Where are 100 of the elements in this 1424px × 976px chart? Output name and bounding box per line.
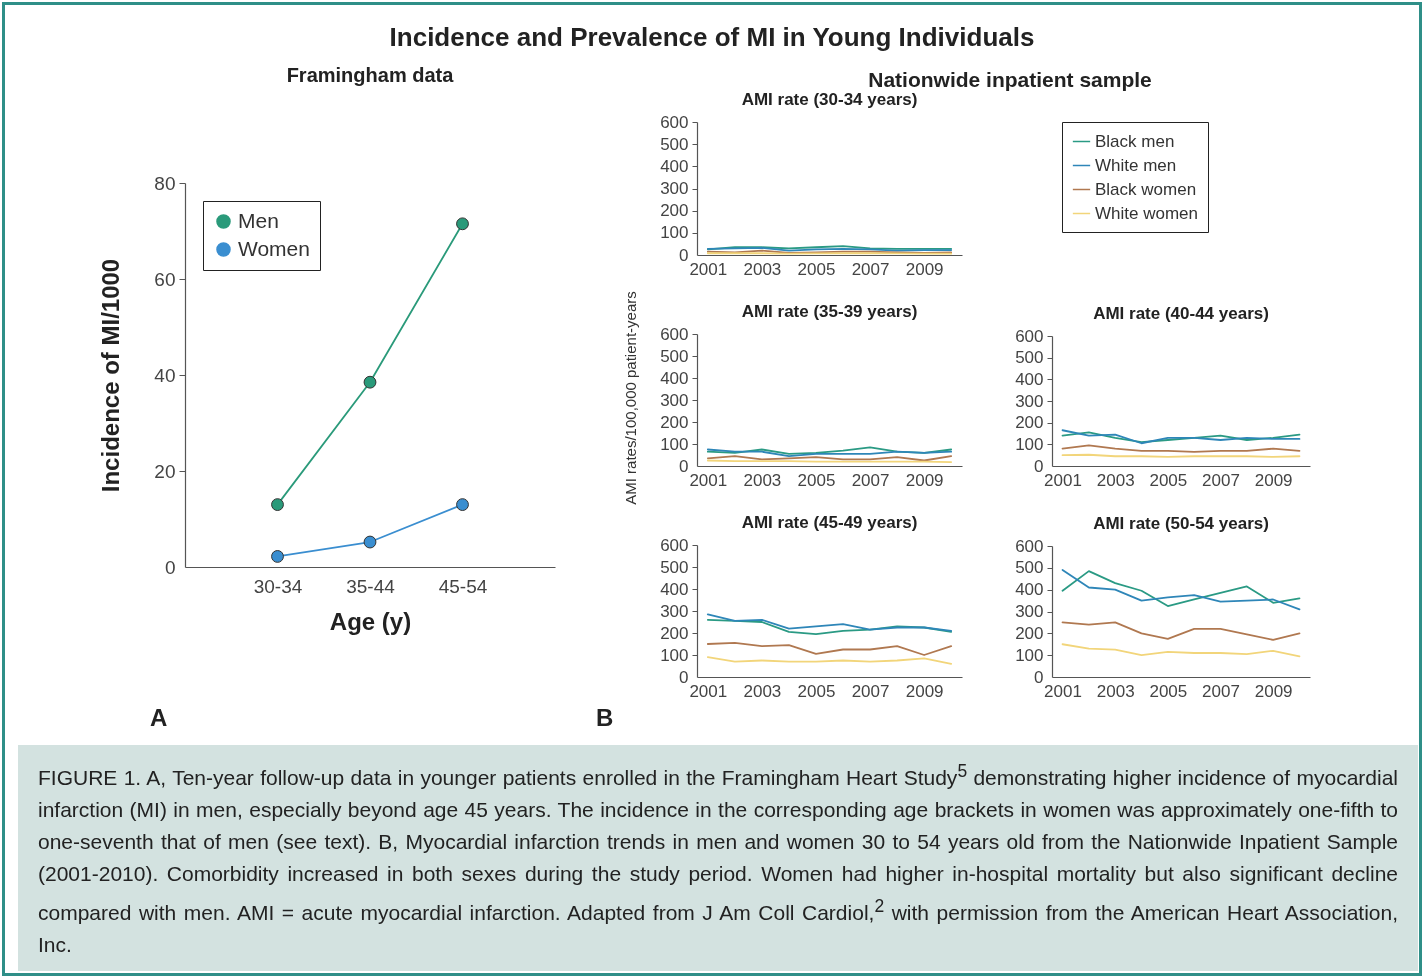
y-tick-label: 300: [1015, 391, 1044, 411]
x-tick-label: 2003: [743, 259, 782, 279]
legend-label: Men: [238, 208, 279, 232]
line-series: [706, 656, 953, 665]
y-tick-label: 100: [660, 645, 689, 665]
x-tick-label: 2003: [1096, 470, 1135, 490]
text: Nationwide inpatient sample: [867, 68, 1153, 92]
y-tick-label: 60: [154, 268, 176, 290]
y-tick-label: 300: [660, 390, 689, 410]
y-tick-label: 100: [1015, 645, 1044, 665]
x-tick-label: 2001: [689, 470, 728, 490]
y-tick-label: 200: [660, 412, 689, 432]
y-tick-label: 200: [1015, 623, 1044, 643]
y-tick-label: 600: [660, 324, 689, 344]
y-axis-title: Incidence of MI/1000: [97, 258, 125, 493]
y-tick-label: 400: [1015, 580, 1044, 600]
point: [456, 217, 469, 231]
x-tick-label: 2001: [689, 259, 728, 279]
y-tick-label: 200: [660, 623, 689, 643]
x-tick-label: 2003: [743, 681, 782, 701]
y-tick-label: 400: [660, 156, 689, 176]
legend-label: Black men: [1095, 131, 1175, 151]
y-tick-label: 400: [660, 368, 689, 388]
y-tick-label: 100: [660, 223, 689, 243]
chart-title: AMI rate (35-39 years): [741, 302, 918, 321]
legend-label: Women: [238, 236, 310, 260]
legend-label: White men: [1095, 155, 1177, 175]
chart-title: AMI rate (45-49 years): [741, 513, 918, 532]
x-tick-label: 2001: [689, 681, 728, 701]
line-series: [1061, 643, 1301, 658]
y-tick-label: 500: [1015, 558, 1044, 578]
legend-label: Black women: [1095, 179, 1197, 199]
x-tick-label: 2005: [797, 259, 836, 279]
y-tick-label: 0: [1034, 667, 1044, 687]
legend-label: White women: [1095, 203, 1198, 223]
x-tick-label: 2007: [1202, 470, 1240, 490]
line-series: [1061, 444, 1301, 453]
y-tick-label: 400: [660, 579, 689, 599]
y-tick-label: 200: [1015, 413, 1044, 433]
line-series: [706, 613, 953, 632]
y-tick-label: 100: [660, 434, 689, 454]
y-tick-label: 500: [1015, 348, 1044, 368]
y-tick-label: 600: [660, 112, 689, 132]
x-tick-label: 2007: [851, 681, 890, 701]
text: A: [150, 704, 168, 732]
y-tick-label: 600: [660, 535, 689, 555]
x-tick-label: 2007: [851, 259, 890, 279]
line-series: [706, 618, 953, 635]
x-axis-title: Age (y): [329, 607, 412, 635]
point: [271, 498, 284, 511]
y-tick-label: 80: [154, 172, 176, 194]
x-tick-label: 2005: [1149, 681, 1188, 701]
x-tick-label: 2005: [797, 681, 836, 701]
line-series: [1061, 621, 1301, 641]
x-tick-label: 2005: [797, 470, 836, 490]
x-tick-label: 2009: [1254, 681, 1293, 701]
y-tick-label: 100: [1015, 434, 1044, 454]
chart-title: AMI rate (30-34 years): [741, 90, 918, 109]
y-tick-label: 200: [660, 201, 689, 221]
y-tick-label: 0: [164, 556, 176, 578]
x-tick-label: 2003: [743, 470, 782, 490]
text: FIGURE 1. A, Ten-year follow-up data in younger patients enrolled in the Framingham Heart Study$^{5}$ demonstrating higher incidence of myocardial infarction (MI) in men, especially beyond age 45 years. The incidence in the corresponding age brackets in women was approximately one-fifth to one-seventh that of men (see text). B, Myocardial infarction trends in men and women 30 to 54 years old from the Nationwide Inpatient Sample (2001-2010). Comorbidity increased in both sexes during the study period. Women had higher in-hospital mortality but also significant decline compared with men. AMI = acute myocardial infarction. Adapted from J Am Coll Cardiol,$^{2}$ with permission from the American Heart Association, Inc.: [38, 761, 1399, 956]
chart-title: AMI rate (40-44 years): [1093, 304, 1269, 323]
y-tick-label: 600: [1015, 326, 1044, 346]
chart-subtitle: Framingham data: [286, 64, 455, 86]
point: [456, 498, 469, 511]
y-tick-label: 600: [1015, 536, 1044, 556]
x-tick-label: 2003: [1096, 681, 1135, 701]
x-tick-label: 45-54: [438, 575, 488, 597]
x-tick-label: 2007: [1202, 681, 1240, 701]
y-tick-label: 20: [154, 460, 176, 482]
y-tick-label: 0: [679, 667, 689, 687]
y-axis-title: AMI rates/100,000 patient-years: [621, 291, 639, 505]
x-tick-label: 2009: [1254, 470, 1293, 490]
point: [363, 375, 377, 389]
x-tick-label: 2009: [905, 681, 944, 701]
y-tick-label: 0: [679, 456, 689, 476]
x-tick-label: 30-34: [253, 575, 303, 597]
y-tick-label: 300: [660, 601, 689, 621]
text: Incidence and Prevalence of MI in Young Individuals: [388, 22, 1036, 53]
x-tick-label: 35-44: [346, 575, 396, 597]
x-tick-label: 2005: [1149, 470, 1188, 490]
x-tick-label: 2009: [905, 470, 944, 490]
y-tick-label: 500: [660, 346, 689, 366]
text: B: [596, 704, 614, 732]
y-tick-label: 500: [660, 557, 689, 577]
y-tick-label: 300: [660, 179, 689, 198]
y-tick-label: 400: [1015, 369, 1044, 389]
y-tick-label: 0: [1034, 456, 1044, 476]
point: [363, 535, 377, 549]
x-tick-label: 2007: [851, 470, 890, 490]
line-series: [706, 642, 953, 656]
y-tick-label: 500: [660, 134, 689, 154]
chart-title: AMI rate (50-54 years): [1093, 514, 1269, 533]
x-tick-label: 2001: [1044, 470, 1082, 490]
y-tick-label: 0: [679, 245, 689, 265]
x-tick-label: 2009: [905, 259, 944, 279]
y-tick-label: 300: [1015, 602, 1044, 621]
y-tick-label: 40: [154, 364, 176, 386]
x-tick-label: 2001: [1044, 681, 1082, 701]
